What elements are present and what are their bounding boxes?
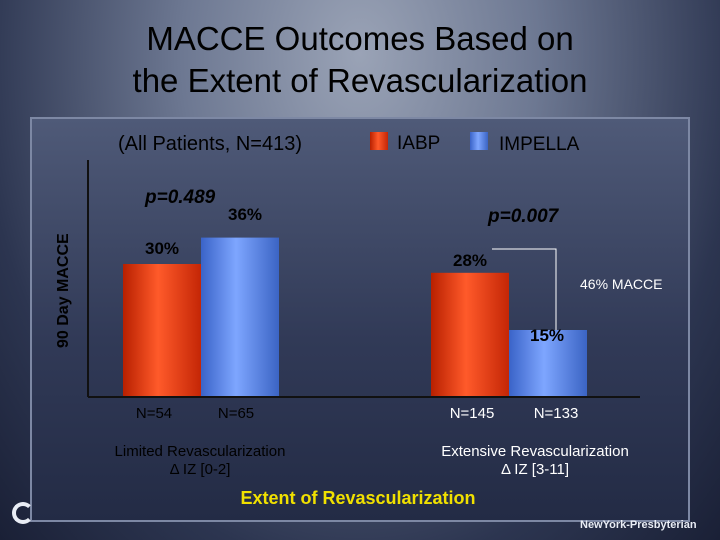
macce-bracket xyxy=(492,248,557,330)
macce-annotation: 46% MACCE xyxy=(580,276,662,292)
value-label-iabp-limited: 30% xyxy=(145,239,179,258)
bar-iabp-limited xyxy=(123,264,201,396)
category-label-limited: Limited Revascularization xyxy=(115,443,286,460)
logo-icon xyxy=(12,502,34,524)
n-label-impella-extensive: N=133 xyxy=(534,405,579,422)
title-line-2: the Extent of Revascularization xyxy=(132,62,588,99)
legend-label-impella: IMPELLA xyxy=(499,134,580,155)
legend-swatch-iabp xyxy=(370,132,388,150)
bar-impella-extensive xyxy=(509,330,587,396)
footer-brand: NewYork-Presbyterian xyxy=(580,519,697,531)
n-label-iabp-extensive: N=145 xyxy=(450,405,495,422)
n-label-iabp-limited: N=54 xyxy=(136,405,172,422)
bar-iabp-extensive xyxy=(431,272,509,396)
legend-swatch-impella xyxy=(470,132,488,150)
p-value-limited: p=0.489 xyxy=(144,187,216,208)
category-sublabel-extensive: Δ IZ [3-11] xyxy=(501,461,569,478)
n-label-impella-limited: N=65 xyxy=(218,405,254,422)
chart-subtitle: (All Patients, N=413) xyxy=(118,133,302,155)
value-label-iabp-extensive: 28% xyxy=(453,251,487,270)
legend-label-iabp: IABP xyxy=(397,133,440,154)
page-title: MACCE Outcomes Based on the Extent of Re… xyxy=(0,18,720,102)
y-axis-label: 90 Day MACCE xyxy=(55,233,72,348)
bar-impella-limited xyxy=(201,237,279,396)
p-value-extensive: p=0.007 xyxy=(487,206,560,227)
title-line-1: MACCE Outcomes Based on xyxy=(146,20,574,57)
category-label-extensive: Extensive Revascularization xyxy=(441,443,629,460)
value-label-impella-limited: 36% xyxy=(228,205,262,224)
value-label-impella-extensive: 15% xyxy=(530,326,564,345)
category-sublabel-limited: Δ IZ [0-2] xyxy=(170,461,231,478)
x-axis-label: Extent of Revascularization xyxy=(240,488,475,508)
